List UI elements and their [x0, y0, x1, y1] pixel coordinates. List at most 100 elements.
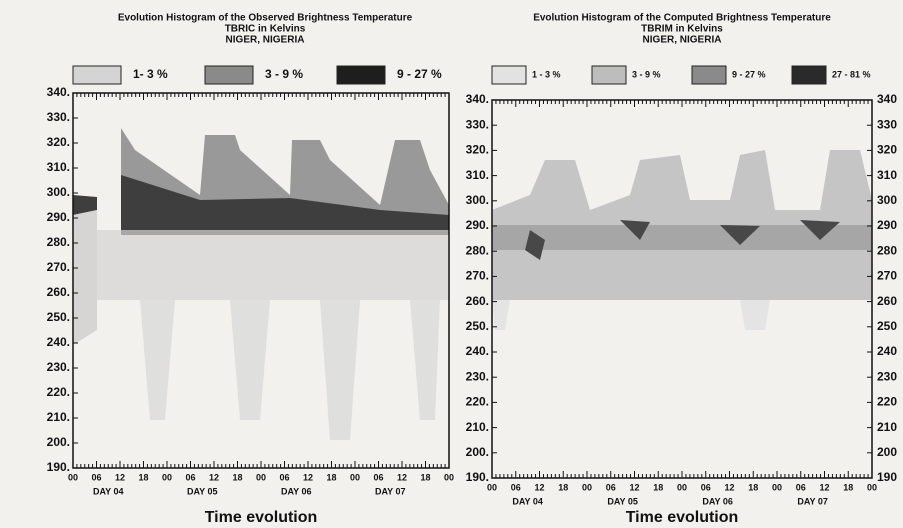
x-tick-label: 18	[748, 482, 758, 492]
day-label: DAY 04	[512, 496, 543, 506]
x-tick-label: 18	[843, 482, 853, 492]
y-tick-label: 200.	[47, 435, 70, 449]
y-tick-label: 280.	[466, 243, 489, 257]
x-tick-label: 12	[819, 482, 829, 492]
x-tick-label: 18	[653, 482, 663, 492]
day-label: DAY 06	[702, 496, 733, 506]
y-tick-label: 290.	[466, 218, 489, 232]
day-label: DAY 05	[607, 496, 638, 506]
chart-location: NIGER, NIGERIA	[226, 35, 305, 46]
y-tick-label: 190.	[466, 470, 489, 484]
y-tick-label: 310.	[47, 160, 70, 174]
y2-tick-label: 280	[877, 243, 897, 257]
y-tick-label: 340.	[466, 92, 489, 106]
y2-tick-label: 290	[877, 218, 897, 232]
x-tick-label: 12	[209, 472, 219, 482]
x-tick-label: 00	[582, 482, 592, 492]
legend-label: 9 - 27 %	[732, 69, 766, 79]
legend-label: 3 - 9 %	[632, 69, 661, 79]
y2-tick-label: 220	[877, 395, 897, 409]
y2-tick-label: 250	[877, 319, 897, 333]
y2-tick-label: 240	[877, 344, 897, 358]
x-axis-label: Time evolution	[205, 509, 318, 526]
legend-label: 9 - 27 %	[397, 67, 442, 81]
y-tick-label: 240.	[466, 344, 489, 358]
x-tick-label: 00	[68, 472, 78, 482]
y-tick-label: 340.	[47, 85, 70, 99]
y-tick-label: 220.	[47, 385, 70, 399]
y-tick-label: 270.	[466, 269, 489, 283]
x-tick-label: 00	[162, 472, 172, 482]
y2-tick-label: 320	[877, 143, 897, 157]
y-tick-label: 260.	[466, 294, 489, 308]
chart-title: Evolution Histogram of the Computed Brig…	[533, 13, 831, 24]
x-tick-label: 00	[444, 472, 454, 482]
y-tick-label: 300.	[47, 185, 70, 199]
chart-location: NIGER, NIGERIA	[643, 35, 722, 46]
y2-tick-label: 270	[877, 269, 897, 283]
y2-tick-label: 210	[877, 420, 897, 434]
y-tick-label: 210.	[47, 410, 70, 424]
x-tick-label: 12	[534, 482, 544, 492]
y-tick-label: 210.	[466, 420, 489, 434]
x-tick-label: 06	[606, 482, 616, 492]
y-tick-label: 320.	[466, 143, 489, 157]
x-tick-label: 06	[91, 472, 101, 482]
y2-tick-label: 190	[877, 470, 897, 484]
x-tick-label: 06	[279, 472, 289, 482]
x-tick-label: 00	[350, 472, 360, 482]
x-tick-label: 12	[303, 472, 313, 482]
chart-title: Evolution Histogram of the Observed Brig…	[118, 13, 413, 24]
legend-swatch	[204, 65, 254, 85]
y-tick-label: 330.	[466, 117, 489, 131]
x-tick-label: 12	[397, 472, 407, 482]
y-tick-label: 270.	[47, 260, 70, 274]
y2-tick-label: 230	[877, 369, 897, 383]
x-tick-label: 18	[138, 472, 148, 482]
day-label: DAY 07	[375, 486, 406, 496]
contour-texture	[73, 128, 872, 440]
x-tick-label: 06	[185, 472, 195, 482]
day-label: DAY 06	[281, 486, 312, 496]
y2-tick-label: 260	[877, 294, 897, 308]
y-tick-label: 230.	[466, 369, 489, 383]
chart-subtitle: TBRIM in Kelvins	[641, 24, 723, 35]
y-tick-label: 300.	[466, 193, 489, 207]
x-tick-label: 12	[629, 482, 639, 492]
y2-tick-label: 340	[877, 92, 897, 106]
day-label: DAY 04	[93, 486, 124, 496]
y-tick-label: 290.	[47, 210, 70, 224]
x-tick-label: 18	[232, 472, 242, 482]
x-tick-label: 18	[420, 472, 430, 482]
x-tick-label: 12	[724, 482, 734, 492]
legend-label: 3 - 9 %	[265, 67, 303, 81]
legend-label: 27 - 81 %	[832, 69, 871, 79]
legend-swatch	[72, 65, 122, 85]
x-tick-label: 06	[511, 482, 521, 492]
y2-tick-label: 330	[877, 117, 897, 131]
legend-swatch	[691, 65, 727, 85]
day-label: DAY 07	[797, 496, 828, 506]
x-tick-label: 00	[487, 482, 497, 492]
y-tick-label: 320.	[47, 135, 70, 149]
y-tick-label: 240.	[47, 335, 70, 349]
legend-label: 1 - 3 %	[532, 69, 561, 79]
y-tick-label: 280.	[47, 235, 70, 249]
y-tick-label: 260.	[47, 285, 70, 299]
y-tick-label: 310.	[466, 168, 489, 182]
legend-swatch	[791, 65, 827, 85]
x-tick-label: 00	[772, 482, 782, 492]
x-tick-label: 12	[115, 472, 125, 482]
y2-tick-label: 310	[877, 168, 897, 182]
y-tick-label: 330.	[47, 110, 70, 124]
x-axis-label: Time evolution	[626, 509, 739, 526]
y-tick-label: 190.	[47, 460, 70, 474]
y-tick-label: 200.	[466, 445, 489, 459]
y2-tick-label: 200	[877, 445, 897, 459]
x-tick-label: 18	[326, 472, 336, 482]
y-tick-label: 250.	[47, 310, 70, 324]
x-tick-label: 00	[677, 482, 687, 492]
chart-subtitle: TBRIC in Kelvins	[225, 24, 306, 35]
day-label: DAY 05	[187, 486, 218, 496]
